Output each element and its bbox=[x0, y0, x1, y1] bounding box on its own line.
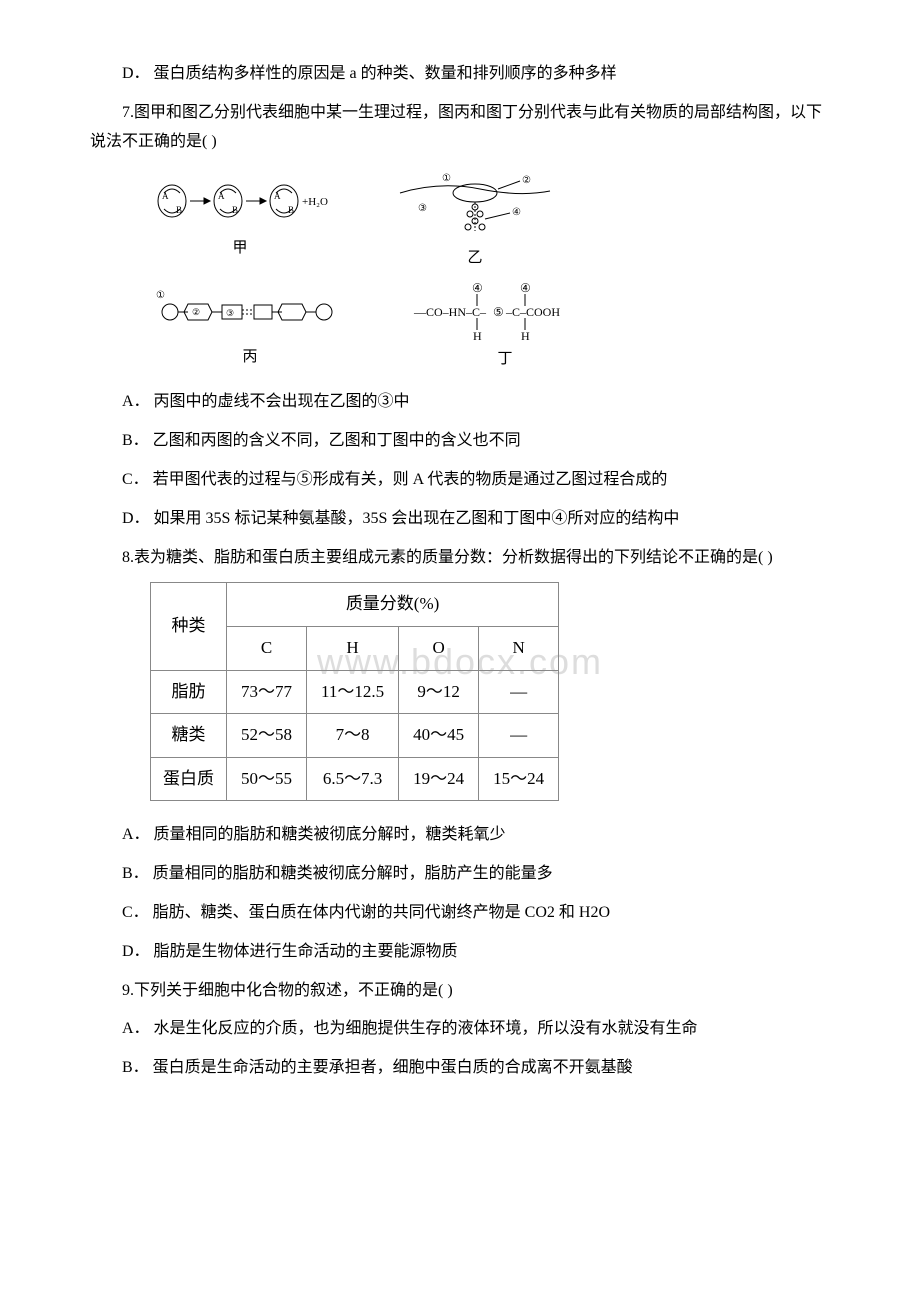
q8-table: 种类 质量分数(%) C H O N 脂肪 73～77 11～12.5 9～12… bbox=[150, 582, 559, 801]
table-rowname: 糖类 bbox=[151, 714, 227, 758]
diagram-ding-svg: ④ ④ —CO–HN–C– ⑤ –C–COOH H H bbox=[410, 280, 600, 342]
diagram-ding-label: 丁 bbox=[497, 346, 512, 373]
q9-option-b: B． 蛋白质是生命活动的主要承担者，细胞中蛋白质的合成离不开氨基酸 bbox=[90, 1054, 830, 1083]
svg-text:A: A bbox=[274, 191, 281, 201]
q8-stem: 8.表为糖类、脂肪和蛋白质主要组成元素的质量分数：分析数据得出的下列结论不正确的… bbox=[90, 544, 830, 573]
table-group-header: 质量分数(%) bbox=[227, 583, 559, 627]
svg-text:②: ② bbox=[522, 175, 531, 186]
table-cell: 40～45 bbox=[399, 714, 479, 758]
svg-text:H: H bbox=[521, 329, 530, 342]
diagram-jia: A B A B A B +H₂O 甲 bbox=[150, 171, 330, 272]
svg-text:④: ④ bbox=[512, 207, 521, 218]
table-cell: — bbox=[479, 714, 559, 758]
svg-text:+H₂O: +H₂O bbox=[302, 196, 328, 208]
table-rowname: 蛋白质 bbox=[151, 757, 227, 801]
table-cell: 73～77 bbox=[227, 670, 307, 714]
diagram-bing: ① ② ③ bbox=[150, 280, 350, 373]
table-cell: — bbox=[479, 670, 559, 714]
table-cell: 7～8 bbox=[307, 714, 399, 758]
svg-text:–C–COOH: –C–COOH bbox=[505, 305, 560, 319]
q8-option-c: C． 脂肪、糖类、蛋白质在体内代谢的共同代谢终产物是 CO2 和 H2O bbox=[90, 899, 830, 928]
svg-text:—CO–HN–C–: —CO–HN–C– bbox=[413, 305, 487, 319]
table-cell: 50～55 bbox=[227, 757, 307, 801]
svg-text:②: ② bbox=[192, 307, 200, 317]
diagram-yi-label: 乙 bbox=[467, 245, 482, 272]
q7-option-d: D． 如果用 35S 标记某种氨基酸，35S 会出现在乙图和丁图中④所对应的结构… bbox=[90, 505, 830, 534]
svg-text:③: ③ bbox=[418, 203, 427, 214]
table-col-h: H bbox=[307, 626, 399, 670]
q8-option-d: D． 脂肪是生物体进行生命活动的主要能源物质 bbox=[90, 938, 830, 967]
table-cell: 11～12.5 bbox=[307, 670, 399, 714]
q9-option-a: A． 水是生化反应的介质，也为细胞提供生存的液体环境，所以没有水就没有生命 bbox=[90, 1015, 830, 1044]
diagram-bing-svg: ① ② ③ bbox=[150, 280, 350, 340]
diagram-bing-label: 丙 bbox=[242, 344, 257, 371]
q8-option-b: B． 质量相同的脂肪和糖类被彻底分解时，脂肪产生的能量多 bbox=[90, 860, 830, 889]
table-rowname: 脂肪 bbox=[151, 670, 227, 714]
table-cell: 15～24 bbox=[479, 757, 559, 801]
table-row: 糖类 52～58 7～8 40～45 — bbox=[151, 714, 559, 758]
diagram-yi-svg: ① ② ③ ④ bbox=[390, 171, 560, 241]
diagram-yi: ① ② ③ ④ 乙 bbox=[390, 171, 560, 272]
table-cell: 52～58 bbox=[227, 714, 307, 758]
q8-option-a: A． 质量相同的脂肪和糖类被彻底分解时，糖类耗氧少 bbox=[90, 821, 830, 850]
table-row: 蛋白质 50～55 6.5～7.3 19～24 15～24 bbox=[151, 757, 559, 801]
svg-text:①: ① bbox=[156, 290, 165, 301]
q7-stem: 7.图甲和图乙分别代表细胞中某一生理过程，图丙和图丁分别代表与此有关物质的局部结… bbox=[90, 99, 830, 157]
q7-option-a: A． 丙图中的虚线不会出现在乙图的③中 bbox=[90, 388, 830, 417]
svg-text:A: A bbox=[218, 191, 225, 201]
q6-option-d: D． 蛋白质结构多样性的原因是 a 的种类、数量和排列顺序的多种多样 bbox=[90, 60, 830, 89]
diagram-jia-label: 甲 bbox=[232, 235, 247, 262]
svg-text:③: ③ bbox=[226, 308, 234, 318]
table-row: 脂肪 73～77 11～12.5 9～12 — bbox=[151, 670, 559, 714]
table-cell: 9～12 bbox=[399, 670, 479, 714]
svg-text:B: B bbox=[288, 205, 294, 215]
table-cell: 6.5～7.3 bbox=[307, 757, 399, 801]
svg-text:⑤: ⑤ bbox=[493, 305, 504, 319]
svg-text:④: ④ bbox=[520, 281, 531, 295]
svg-text:①: ① bbox=[442, 173, 451, 184]
q9-stem: 9.下列关于细胞中化合物的叙述，不正确的是( ) bbox=[90, 977, 830, 1006]
svg-text:H: H bbox=[473, 329, 482, 342]
diagram-ding: ④ ④ —CO–HN–C– ⑤ –C–COOH H H 丁 bbox=[410, 280, 600, 373]
svg-text:B: B bbox=[176, 205, 182, 215]
table-col-c: C bbox=[227, 626, 307, 670]
table-col-n: N bbox=[479, 626, 559, 670]
table-col-o: O bbox=[399, 626, 479, 670]
table-cell: 19～24 bbox=[399, 757, 479, 801]
svg-text:A: A bbox=[162, 191, 169, 201]
diagram-jia-svg: A B A B A B +H₂O bbox=[150, 171, 330, 231]
svg-text:B: B bbox=[232, 205, 238, 215]
q7-diagrams: A B A B A B +H₂O 甲 bbox=[150, 171, 830, 373]
svg-text:④: ④ bbox=[472, 281, 483, 295]
table-corner: 种类 bbox=[151, 583, 227, 670]
q7-option-c: C． 若甲图代表的过程与⑤形成有关，则 A 代表的物质是通过乙图过程合成的 bbox=[90, 466, 830, 495]
q7-option-b: B． 乙图和丙图的含义不同，乙图和丁图中的含义也不同 bbox=[90, 427, 830, 456]
